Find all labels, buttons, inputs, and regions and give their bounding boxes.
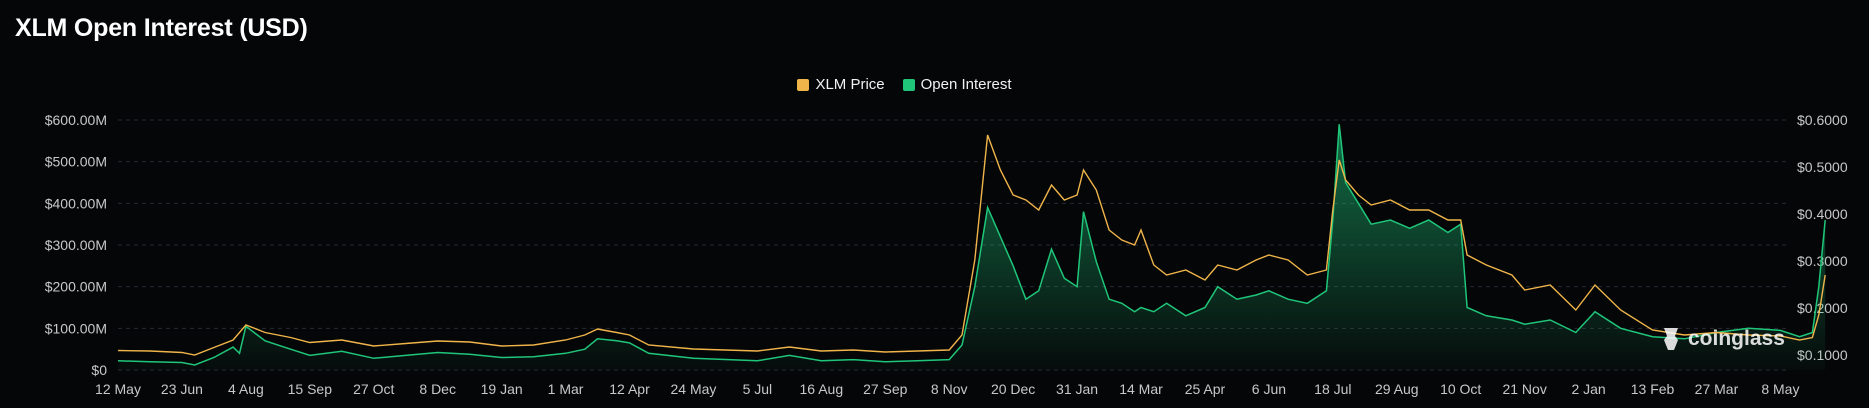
legend-item-price[interactable]: XLM Price	[797, 76, 885, 93]
x-tick-label: 27 Mar	[1695, 381, 1739, 397]
coinglass-logo-icon	[1664, 328, 1678, 350]
xlm-price-line	[117, 134, 1826, 356]
legend-item-oi[interactable]: Open Interest	[902, 76, 1012, 93]
x-tick-label: 29 Aug	[1375, 381, 1419, 397]
y-left-tick: $600.00M	[45, 112, 107, 128]
x-tick-label: 16 Aug	[800, 381, 844, 397]
open-interest-area	[118, 124, 1826, 370]
y-left-tick: $100.00M	[45, 320, 107, 336]
x-tick-label: 14 Mar	[1119, 381, 1163, 397]
x-tick-label: 20 Dec	[991, 381, 1035, 397]
y-right-tick: $0.4000	[1797, 206, 1848, 222]
x-tick-label: 13 Feb	[1631, 381, 1675, 397]
oi-swatch-icon	[902, 78, 915, 91]
watermark-text: coinglass	[1688, 327, 1785, 350]
x-tick-label: 27 Oct	[353, 381, 394, 397]
open-interest-line	[117, 124, 1826, 366]
x-tick-label: 25 Apr	[1185, 381, 1226, 397]
x-tick-label: 24 May	[670, 381, 716, 397]
x-tick-label: 19 Jan	[481, 381, 523, 397]
x-tick-label: 23 Jun	[161, 381, 203, 397]
x-axis: 12 May 23 Jun 4 Aug 15 Sep 27 Oct 8 Dec 19 Jan…	[95, 381, 1799, 397]
y-axis-left: $0 $100.00M $200.00M $300.00M $400.00M $500.0…	[45, 112, 107, 378]
y-left-tick: $200.00M	[45, 279, 107, 295]
price-swatch-icon	[797, 78, 810, 91]
x-tick-label: 5 Jul	[743, 381, 773, 397]
y-right-tick: $0.5000	[1797, 159, 1848, 175]
y-left-tick: $300.00M	[45, 237, 107, 253]
x-tick-label: 21 Nov	[1502, 381, 1546, 397]
x-tick-label: 4 Aug	[228, 381, 264, 397]
page-title: XLM Open Interest (USD)	[15, 14, 308, 42]
x-tick-label: 27 Sep	[863, 381, 908, 397]
y-left-tick: $400.00M	[45, 195, 107, 211]
x-tick-label: 31 Jan	[1056, 381, 1098, 397]
y-left-tick: $0	[91, 362, 107, 378]
x-tick-label: 6 Jun	[1252, 381, 1286, 397]
x-tick-label: 1 Mar	[548, 381, 584, 397]
x-tick-label: 15 Sep	[288, 381, 333, 397]
x-tick-label: 10 Oct	[1440, 381, 1481, 397]
x-tick-label: 12 May	[95, 381, 141, 397]
legend-price-label: XLM Price	[815, 76, 885, 93]
series-layer	[117, 124, 1826, 370]
x-tick-label: 12 Apr	[609, 381, 650, 397]
y-left-tick: $500.00M	[45, 154, 107, 170]
y-right-tick: $0.6000	[1797, 112, 1848, 128]
x-tick-label: 2 Jan	[1571, 381, 1605, 397]
x-tick-label: 18 Jul	[1314, 381, 1351, 397]
coinglass-watermark: coinglass	[1660, 326, 1785, 352]
legend-oi-label: Open Interest	[920, 76, 1012, 93]
x-tick-label: 8 May	[1761, 381, 1799, 397]
x-tick-label: 8 Nov	[931, 381, 968, 397]
x-tick-label: 8 Dec	[419, 381, 456, 397]
chart-legend: XLM Price Open Interest	[0, 76, 1869, 93]
